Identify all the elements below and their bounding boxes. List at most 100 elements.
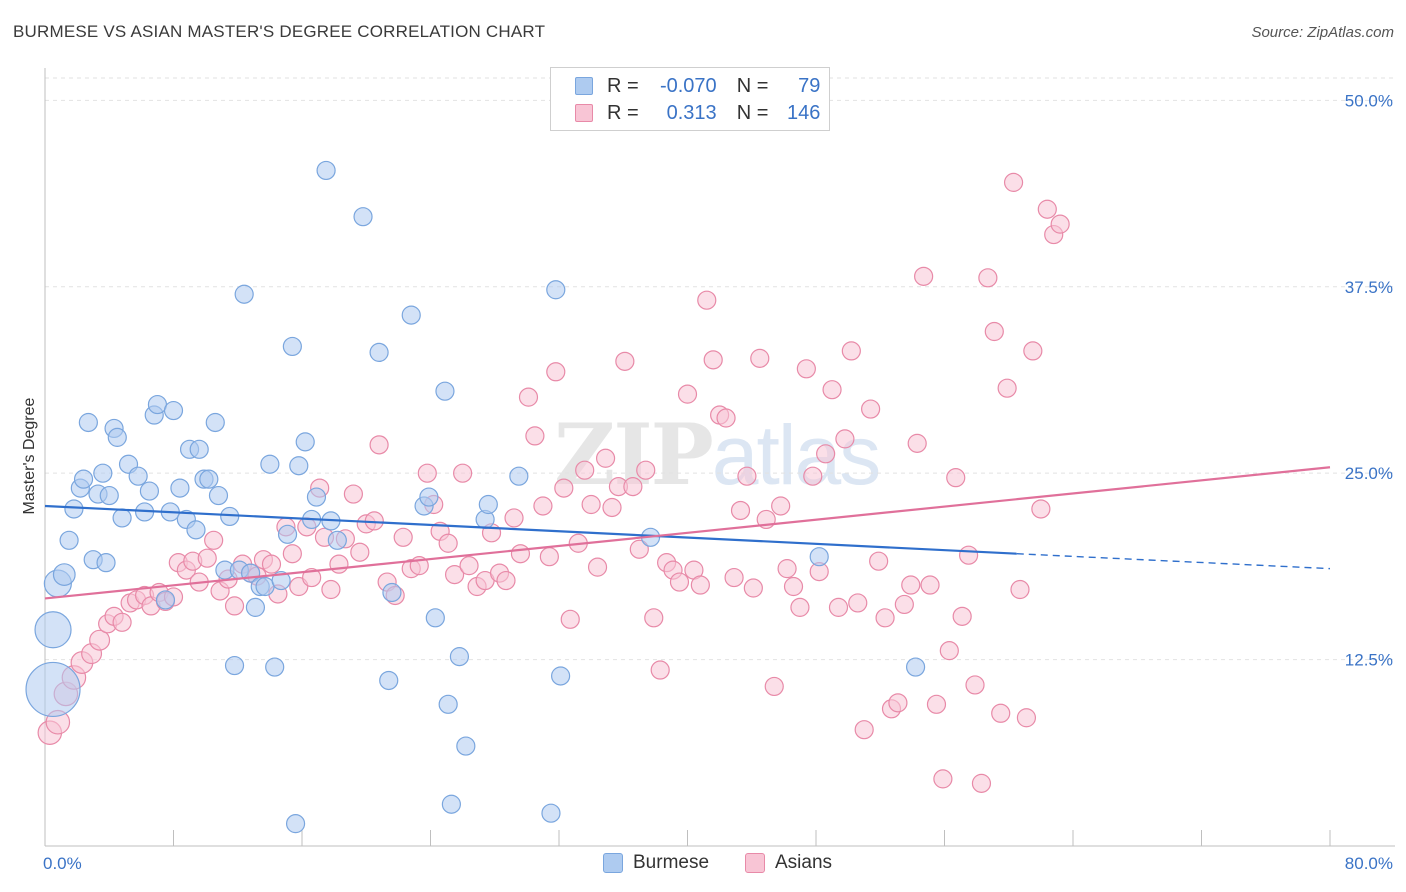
- asians-point: [978, 268, 998, 288]
- burmese-point: [295, 432, 315, 452]
- burmese-point: [199, 469, 219, 489]
- burmese-point: [128, 466, 148, 486]
- burmese-point: [234, 284, 254, 304]
- burmese-point: [425, 608, 445, 628]
- asians-point: [343, 484, 363, 504]
- burmese-point: [282, 336, 302, 357]
- y-tick-label: 37.5%: [1345, 278, 1393, 297]
- burmese-point: [509, 466, 529, 486]
- burmese-point: [478, 494, 498, 515]
- asians-point: [894, 594, 914, 615]
- burmese-legend-swatch: [603, 853, 623, 873]
- asians-point: [764, 676, 784, 697]
- asians-point: [828, 597, 849, 617]
- asians-point: [581, 494, 601, 515]
- asians-point: [518, 387, 539, 407]
- asians-point: [690, 575, 710, 595]
- asians-point: [697, 290, 717, 310]
- burmese-point: [401, 305, 421, 325]
- burmese-point: [277, 524, 298, 544]
- asians-point: [841, 341, 861, 361]
- burmese-point: [224, 655, 245, 676]
- asians-point: [888, 693, 908, 713]
- asians-point: [595, 448, 616, 468]
- asians-point: [282, 544, 302, 564]
- asians-point: [939, 641, 959, 661]
- asians-point: [971, 773, 992, 793]
- asians-swatch: [575, 104, 593, 122]
- y-axis-label: Master's Degree: [21, 397, 38, 514]
- asians-point: [560, 609, 580, 629]
- asians-point: [861, 399, 881, 419]
- asians-point: [615, 351, 635, 371]
- correlation-legend: R = -0.070 N = 79 R = 0.313 N = 146: [550, 67, 830, 131]
- asians-point: [677, 384, 698, 404]
- asians-point: [1050, 214, 1070, 234]
- asians-point: [724, 567, 744, 588]
- asians-point: [1010, 579, 1030, 600]
- asians-point: [224, 596, 245, 616]
- burmese-point: [73, 469, 94, 489]
- asians-point: [438, 533, 458, 553]
- burmese-point: [379, 670, 399, 691]
- burmese-point: [260, 454, 280, 474]
- burmese-legend-label: Burmese: [633, 852, 710, 873]
- burmese-point: [96, 553, 116, 573]
- r-label: R =: [607, 101, 639, 124]
- asians-point: [965, 675, 985, 695]
- burmese-point: [435, 381, 455, 401]
- burmese-point: [265, 657, 285, 677]
- asians-point: [533, 496, 553, 516]
- chart-title: BURMESE VS ASIAN MASTER'S DEGREE CORRELA…: [13, 22, 546, 41]
- burmese-point: [52, 563, 76, 586]
- burmese-point: [809, 547, 829, 567]
- burmese-trend-line: [44, 504, 1017, 555]
- asians-point: [803, 466, 823, 486]
- legend-item-burmese[interactable]: Burmese: [603, 852, 709, 874]
- burmese-point: [255, 576, 275, 597]
- burmese-point: [382, 582, 402, 603]
- burmese-point: [289, 456, 309, 476]
- burmese-point: [112, 508, 132, 528]
- asians-legend-label: Asians: [775, 852, 833, 873]
- burmese-point: [107, 427, 127, 447]
- asians-point: [197, 548, 217, 568]
- burmese-point: [93, 463, 113, 483]
- burmese-point: [285, 814, 306, 834]
- burmese-point: [456, 736, 476, 756]
- n-label: N =: [736, 101, 769, 124]
- burmese-point: [155, 590, 176, 610]
- asians-point: [750, 348, 770, 368]
- asians-point: [737, 466, 757, 486]
- burmese-point: [546, 280, 566, 300]
- asians-point: [933, 769, 953, 789]
- asians-point: [907, 433, 927, 453]
- x-tick-label: 80.0%: [1345, 854, 1393, 873]
- asians-point: [854, 720, 874, 740]
- asians-point: [822, 380, 842, 400]
- burmese-point: [327, 530, 347, 550]
- asians-point: [417, 463, 437, 483]
- asians-point: [796, 359, 816, 379]
- burmese-point: [441, 794, 461, 814]
- legend-item-asians[interactable]: Asians: [745, 852, 832, 874]
- asians-point: [1003, 172, 1024, 192]
- burmese-point: [139, 481, 160, 501]
- burmese-point: [419, 487, 439, 507]
- asians-point: [554, 478, 574, 498]
- y-tick-label: 50.0%: [1345, 91, 1393, 110]
- asians-point: [869, 551, 889, 571]
- asians-point: [504, 508, 524, 528]
- r-value-burmese: -0.070: [659, 74, 717, 97]
- asians-point: [790, 597, 810, 617]
- asians-point: [261, 554, 282, 574]
- asians-point: [771, 496, 791, 516]
- asians-point: [302, 567, 322, 588]
- asians-point: [743, 578, 763, 598]
- asians-point: [848, 593, 868, 613]
- n-value-burmese: 79: [798, 74, 821, 97]
- asians-point: [636, 460, 656, 480]
- asians-point: [716, 408, 736, 428]
- burmese-point: [306, 487, 327, 507]
- source-label: Source: ZipAtlas.com: [1251, 24, 1394, 41]
